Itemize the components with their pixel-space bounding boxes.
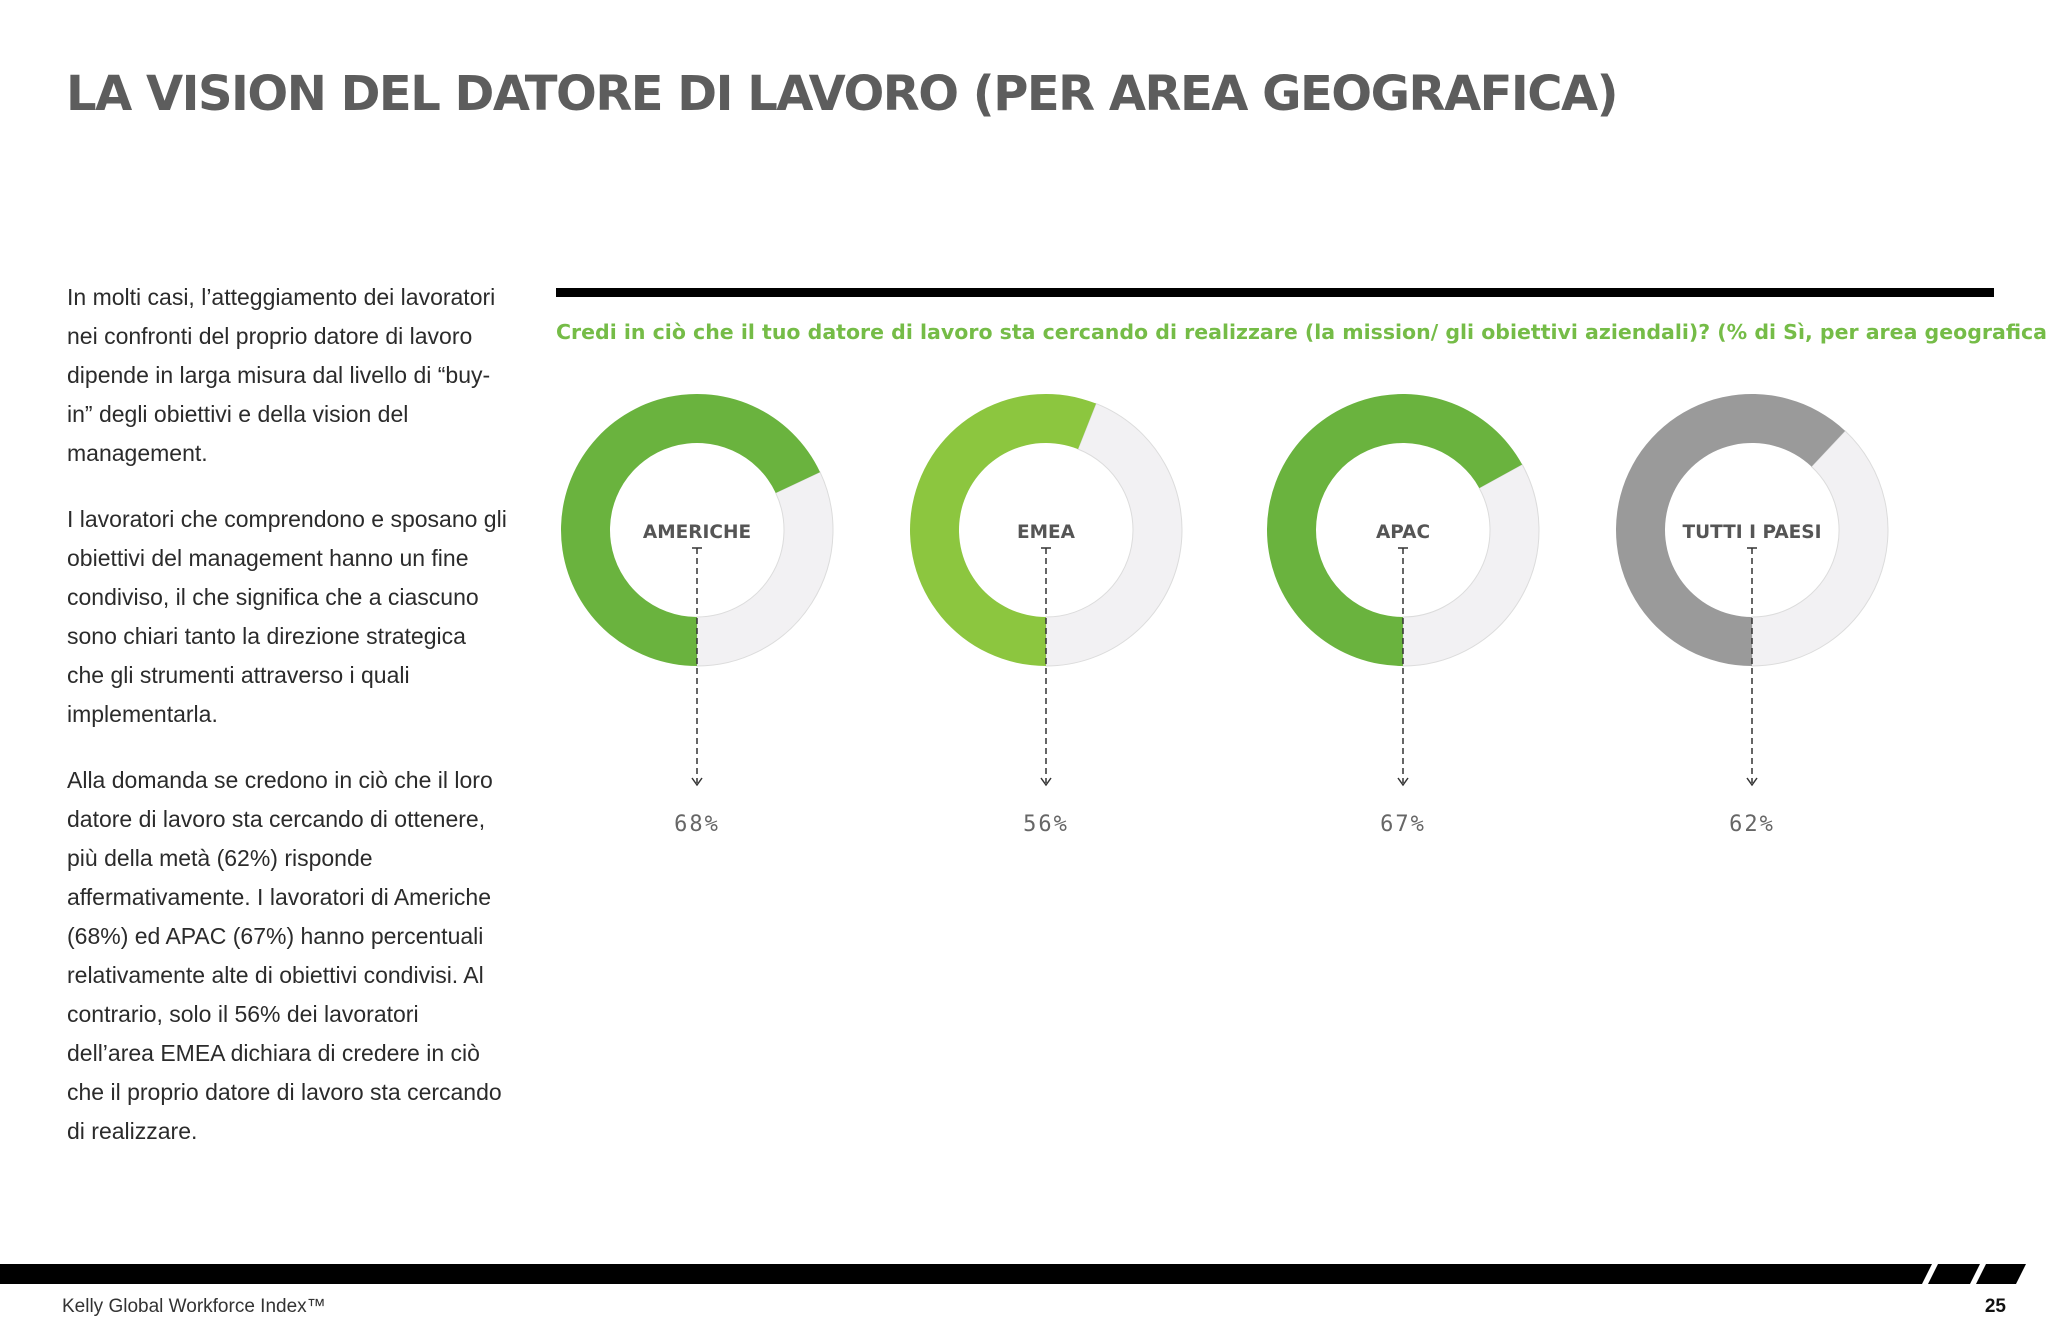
footer-publication: Kelly Global Workforce Index™ xyxy=(62,1296,326,1317)
chart-question: Credi in ciò che il tuo datore di lavoro… xyxy=(556,320,2048,344)
donut-label-emea: EMEA xyxy=(1017,522,1076,543)
leader-arrow-apac xyxy=(1397,777,1409,787)
donut-remainder-apac xyxy=(1402,463,1540,667)
donut-slice-emea xyxy=(910,394,1097,666)
paragraph-intro: In molti casi, l’atteggiamento dei lavor… xyxy=(67,284,496,466)
footer-bar xyxy=(0,1264,2026,1284)
paragraph-results: Alla domanda se credono in ciò che il lo… xyxy=(67,767,502,1144)
body-text: In molti casi, l’atteggiamento dei lavor… xyxy=(67,278,507,1178)
value-label-tutti-i-paesi: 62% xyxy=(1729,812,1775,837)
page-number: 25 xyxy=(1984,1296,2006,1317)
chart-top-rule xyxy=(556,288,1994,297)
donut-label-americhe: AMERICHE xyxy=(643,522,751,543)
donut-label-apac: APAC xyxy=(1376,522,1430,543)
donut-slice-americhe xyxy=(561,394,821,666)
value-label-americhe: 68% xyxy=(674,812,720,837)
paragraph-shared-goals: I lavoratori che comprendono e sposano g… xyxy=(67,506,507,727)
donut-remainder-tutti-i-paesi xyxy=(1751,430,1889,667)
donut-slice-apac xyxy=(1267,394,1523,666)
value-label-apac: 67% xyxy=(1380,812,1426,837)
donut-label-tutti-i-paesi: TUTTI I PAESI xyxy=(1683,522,1822,543)
leader-arrow-emea xyxy=(1040,777,1052,787)
value-label-emea: 56% xyxy=(1023,812,1069,837)
leader-arrow-tutti-i-paesi xyxy=(1746,777,1758,787)
donut-remainder-emea xyxy=(1045,402,1183,667)
leader-arrow-americhe xyxy=(691,777,703,787)
donut-remainder-americhe xyxy=(696,471,834,667)
donut-slice-tutti-i-paesi xyxy=(1616,394,1846,666)
page-title: LA VISION DEL DATORE DI LAVORO (PER AREA… xyxy=(66,66,1619,122)
